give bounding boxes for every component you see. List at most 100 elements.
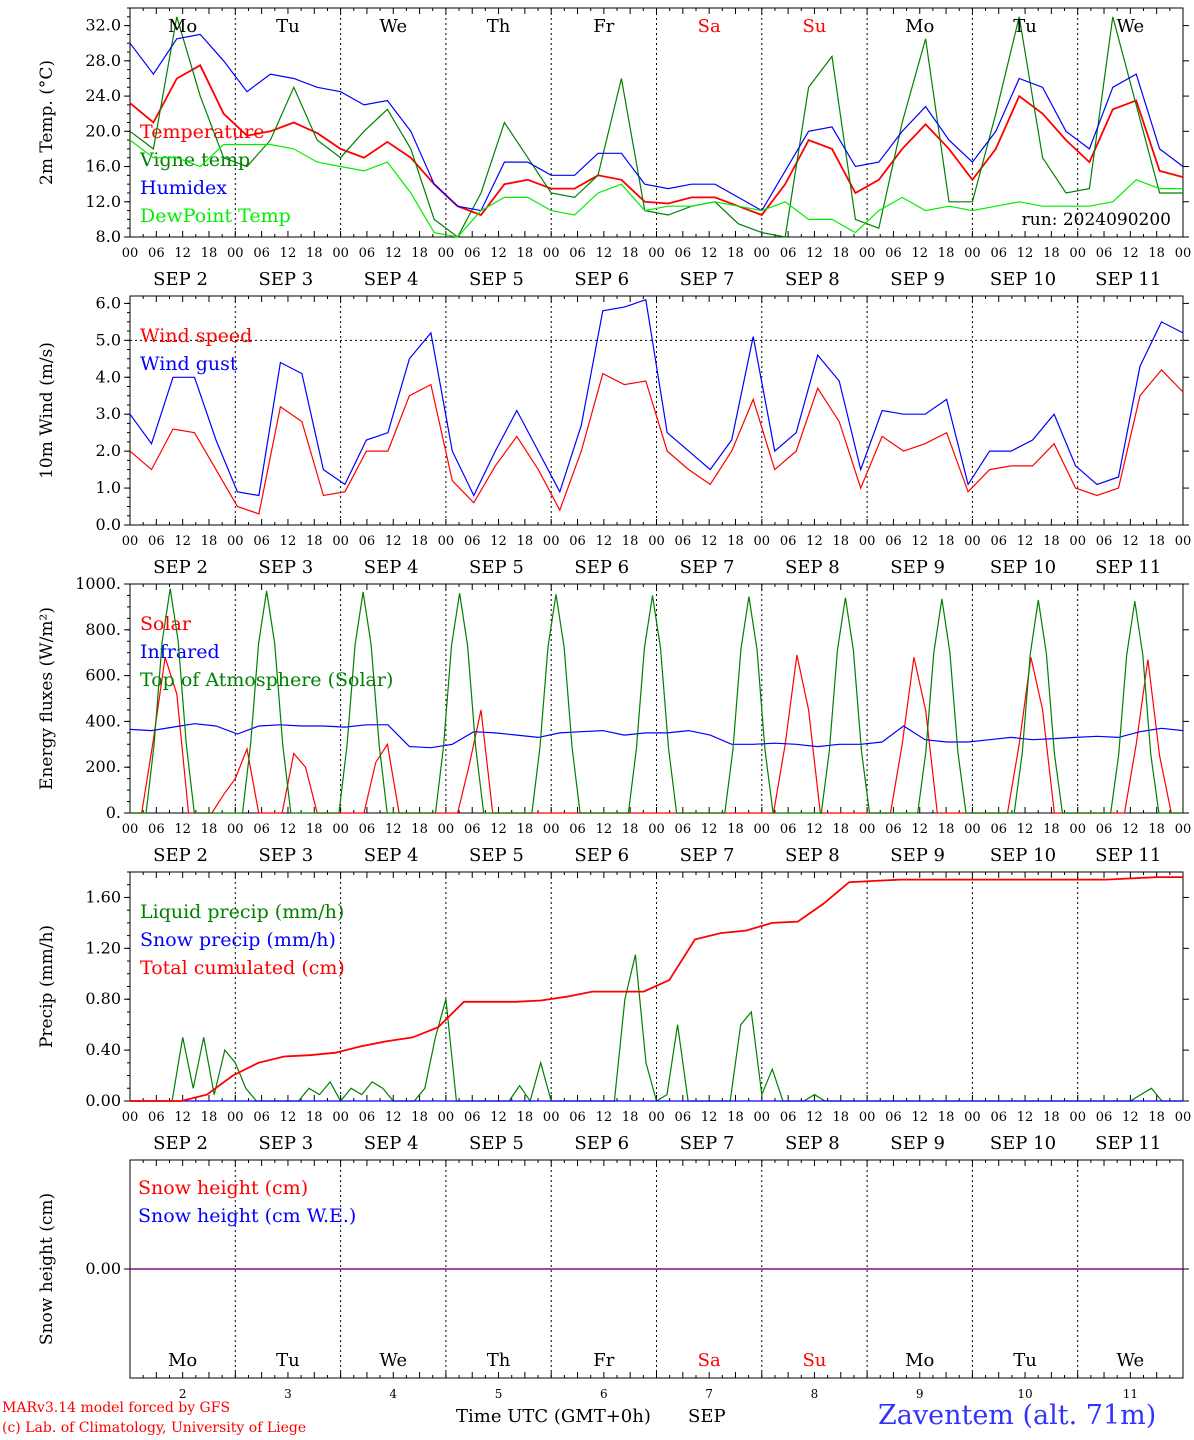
hour-tick-label: 18 — [517, 822, 534, 837]
x-axis-title: Time UTC (GMT+0h) — [456, 1406, 651, 1427]
hour-tick-label: 00 — [859, 246, 876, 261]
hour-tick-label: 06 — [464, 822, 481, 837]
legend-entry: Solar — [140, 613, 192, 635]
hour-tick-label: 12 — [1122, 534, 1139, 549]
date-label: SEP 9 — [890, 269, 945, 290]
hour-tick-label: 18 — [1043, 822, 1060, 837]
weekday-label: Th — [487, 16, 511, 37]
date-label: SEP 7 — [680, 557, 735, 578]
hour-tick-label: 00 — [543, 822, 560, 837]
series-line — [129, 16, 1183, 238]
weekday-label: Fr — [593, 16, 614, 37]
hour-tick-label: 06 — [990, 822, 1007, 837]
hour-tick-label: 00 — [1175, 246, 1192, 261]
hour-tick-label: 12 — [490, 1110, 507, 1125]
date-label: SEP 5 — [469, 1133, 524, 1154]
y-axis-title: Snow height (cm) — [37, 1193, 57, 1345]
hour-tick-label: 12 — [1017, 534, 1034, 549]
hour-tick-label: 12 — [174, 1110, 191, 1125]
hour-tick-label: 18 — [411, 534, 428, 549]
hour-tick-label: 12 — [1122, 822, 1139, 837]
hour-tick-label: 18 — [1148, 534, 1165, 549]
hour-tick-label: 06 — [569, 246, 586, 261]
hour-tick-label: 06 — [675, 246, 692, 261]
weekday-label: Tu — [276, 16, 300, 37]
hour-tick-label: 00 — [122, 822, 139, 837]
legend-entry: DewPoint Temp — [140, 205, 291, 227]
legend-entry: Wind gust — [140, 353, 238, 375]
hour-tick-label: 00 — [122, 534, 139, 549]
y-tick-label: 0.40 — [85, 1040, 121, 1059]
hour-tick-label: 00 — [332, 822, 349, 837]
run-label: run: 2024090200 — [1022, 210, 1171, 230]
weekday-label: We — [1117, 16, 1145, 37]
hour-tick-label: 18 — [833, 246, 850, 261]
day-number-label: 9 — [916, 1387, 924, 1401]
date-label: SEP 7 — [680, 1133, 735, 1154]
date-label: SEP 7 — [680, 269, 735, 290]
hour-tick-label: 12 — [911, 822, 928, 837]
date-label: SEP 4 — [364, 557, 419, 578]
weekday-label: We — [1117, 1350, 1145, 1371]
panel-temp: 8.0 12.0 16.0 20.0 24.0 28.0 32.0 2m Temp. (°C)… — [37, 7, 1192, 290]
y-tick-label: 24.0 — [85, 86, 121, 105]
day-number-label: 2 — [179, 1387, 187, 1401]
hour-tick-label: 06 — [148, 822, 165, 837]
y-tick-label: 1000. — [75, 574, 121, 593]
hour-tick-label: 00 — [754, 822, 771, 837]
y-tick-label: 6.0 — [96, 293, 121, 312]
y-tick-label: 3.0 — [96, 404, 121, 423]
weekday-label: Tu — [276, 1350, 300, 1371]
hour-tick-label: 06 — [1096, 822, 1113, 837]
y-tick-label: 8.0 — [96, 227, 121, 246]
hour-tick-label: 12 — [280, 534, 297, 549]
hour-tick-label: 12 — [1017, 246, 1034, 261]
y-tick-label: 0.00 — [85, 1091, 121, 1110]
hour-tick-label: 18 — [411, 1110, 428, 1125]
hour-tick-label: 00 — [543, 1110, 560, 1125]
date-label: SEP 2 — [153, 1133, 208, 1154]
hour-tick-label: 06 — [464, 246, 481, 261]
panel-wind: 0.0 1.0 2.0 3.0 4.0 5.0 6.0 10m Wind (m/s) Wind … — [37, 293, 1191, 578]
hour-tick-label: 06 — [990, 246, 1007, 261]
hour-tick-label: 06 — [885, 246, 902, 261]
hour-tick-label: 18 — [622, 822, 639, 837]
series-line — [129, 723, 1184, 749]
copyright-credit: (c) Lab. of Climatology, University of L… — [2, 1420, 307, 1436]
hour-tick-label: 12 — [911, 246, 928, 261]
hour-tick-label: 06 — [569, 534, 586, 549]
hour-tick-label: 12 — [174, 822, 191, 837]
hour-tick-label: 00 — [227, 534, 244, 549]
y-tick-label: 12.0 — [85, 192, 121, 211]
hour-tick-label: 00 — [648, 246, 665, 261]
hour-tick-label: 12 — [701, 822, 718, 837]
hour-tick-label: 06 — [1096, 246, 1113, 261]
day-number-label: 11 — [1123, 1387, 1138, 1401]
hour-tick-label: 00 — [1069, 534, 1086, 549]
hour-tick-label: 00 — [438, 246, 455, 261]
hour-tick-label: 06 — [780, 534, 797, 549]
weekday-label: We — [379, 16, 407, 37]
series-line — [130, 876, 1183, 1102]
date-label: SEP 5 — [469, 269, 524, 290]
y-axis-title: Energy fluxes (W/m²) — [37, 607, 57, 790]
hour-tick-label: 06 — [569, 822, 586, 837]
hour-tick-label: 00 — [648, 822, 665, 837]
hour-tick-label: 00 — [1069, 822, 1086, 837]
date-label: SEP 2 — [153, 557, 208, 578]
date-label: SEP 6 — [574, 557, 629, 578]
date-label: SEP 11 — [1095, 845, 1161, 866]
hour-tick-label: 06 — [675, 1110, 692, 1125]
legend-entry: Temperature — [140, 121, 264, 143]
legend-entry: Snow height (cm) — [138, 1177, 308, 1199]
hour-tick-label: 06 — [990, 1110, 1007, 1125]
date-label: SEP 8 — [785, 1133, 840, 1154]
hour-tick-label: 06 — [780, 822, 797, 837]
hour-tick-label: 00 — [754, 534, 771, 549]
weekday-label: Mo — [168, 16, 197, 37]
hour-tick-label: 12 — [1122, 1110, 1139, 1125]
series-line — [129, 64, 1184, 217]
hour-tick-label: 06 — [569, 1110, 586, 1125]
date-label: SEP 6 — [574, 845, 629, 866]
hour-tick-label: 00 — [648, 534, 665, 549]
